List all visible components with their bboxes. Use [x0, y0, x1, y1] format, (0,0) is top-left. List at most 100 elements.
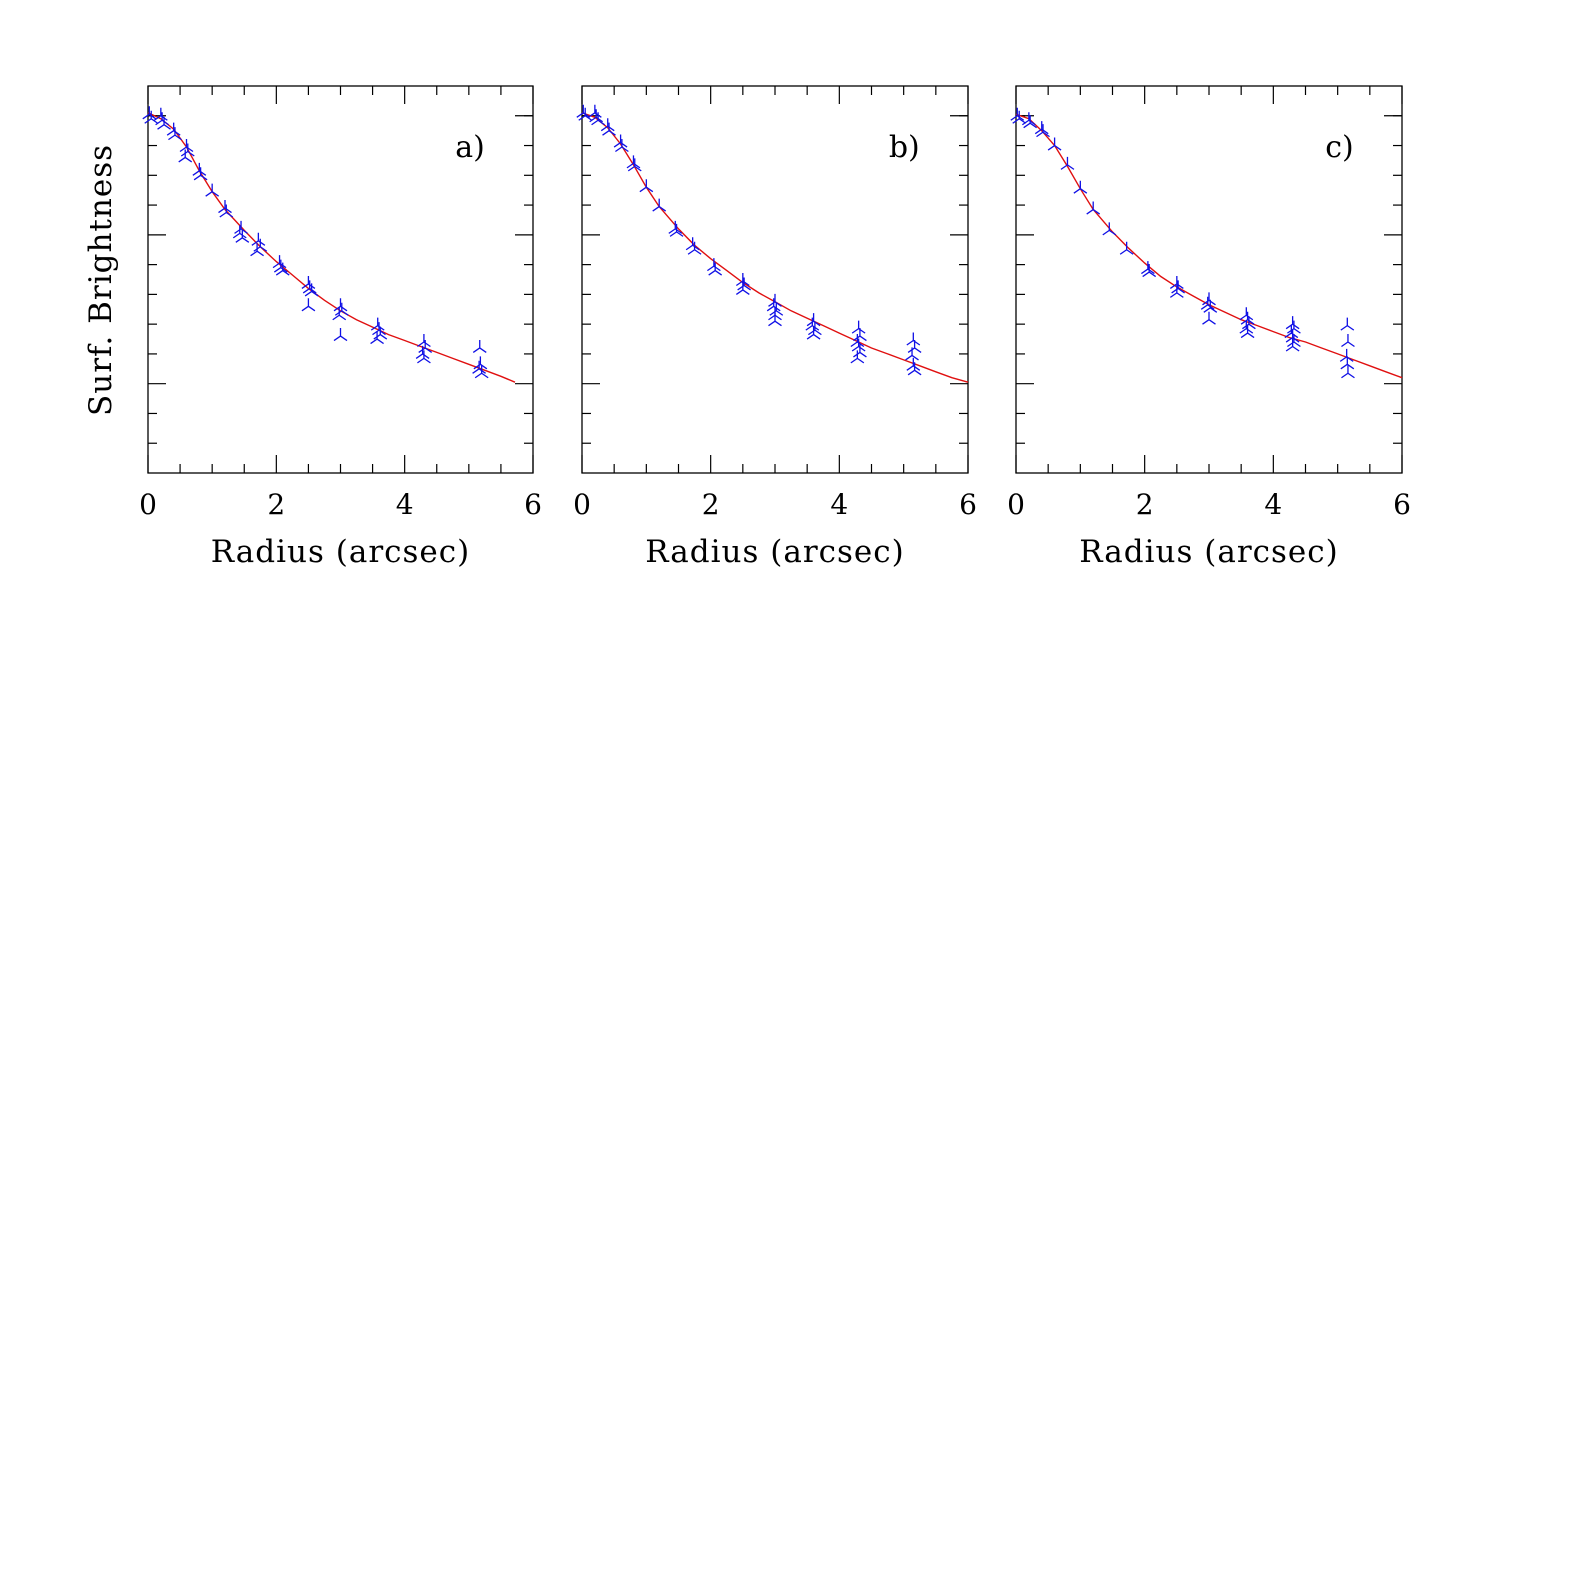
- data-point: [235, 229, 250, 243]
- data-point: [333, 298, 348, 312]
- data-point: [332, 307, 347, 321]
- data-point: [652, 198, 667, 212]
- data-point: [687, 241, 702, 255]
- data-point: [907, 339, 922, 354]
- data-points: [142, 106, 489, 379]
- data-point: [766, 298, 781, 312]
- x-tick-label: 4: [1264, 488, 1282, 521]
- data-point: [472, 339, 487, 354]
- data-point: [1242, 316, 1256, 330]
- data-point: [768, 313, 782, 327]
- data-point: [1047, 137, 1062, 151]
- data-point: [1341, 365, 1355, 379]
- data-point: [144, 110, 159, 124]
- ticks: [1015, 86, 1403, 473]
- data-point: [1203, 299, 1218, 313]
- x-tick-label: 2: [1136, 488, 1154, 521]
- data-point: [474, 365, 489, 379]
- data-point: [1102, 222, 1117, 236]
- data-point: [1010, 107, 1025, 121]
- data-point: [1285, 316, 1300, 330]
- data-point: [250, 243, 264, 257]
- data-point: [193, 167, 208, 181]
- data-point: [627, 158, 642, 172]
- ticks: [581, 86, 969, 473]
- data-point: [275, 262, 290, 276]
- data-point: [304, 283, 319, 297]
- data-point: [219, 204, 234, 218]
- data-point: [302, 280, 317, 294]
- x-tick-labels: 0 2 4 6: [1007, 488, 1411, 521]
- data-point: [1285, 338, 1300, 352]
- model-curve: [1015, 113, 1403, 379]
- data-point: [417, 334, 431, 348]
- data-point: [685, 237, 700, 251]
- data-point: [615, 139, 629, 153]
- data-point: [1287, 320, 1301, 334]
- x-tick-label: 4: [830, 488, 848, 521]
- x-tick-label: 2: [702, 488, 720, 521]
- data-point: [218, 200, 232, 214]
- data-point: [1200, 296, 1215, 310]
- data-point: [602, 122, 616, 136]
- data-point: [805, 317, 820, 331]
- data-point: [415, 345, 430, 359]
- data-point: [142, 106, 157, 120]
- data-point: [735, 281, 750, 295]
- x-tick-labels: 0 2 4 6: [573, 488, 977, 521]
- data-point: [1240, 325, 1255, 339]
- data-point: [806, 326, 821, 340]
- panel-b: 0 2 4 6 Radius (arcsec) b): [573, 85, 977, 570]
- data-point: [578, 107, 593, 121]
- data-point: [850, 334, 865, 348]
- data-point: [906, 332, 921, 346]
- data-point: [155, 112, 169, 126]
- data-point: [178, 149, 193, 163]
- data-point: [1169, 284, 1184, 298]
- x-axis-label: Radius (arcsec): [1079, 534, 1339, 570]
- data-point: [591, 112, 605, 126]
- data-point: [1202, 292, 1216, 306]
- x-tick-label: 2: [267, 488, 285, 521]
- data-point: [1340, 317, 1355, 331]
- data-point: [1023, 115, 1038, 129]
- data-point: [232, 225, 247, 239]
- x-tick-label: 0: [139, 488, 157, 521]
- data-point: [853, 328, 867, 342]
- x-tick-label: 0: [573, 488, 591, 521]
- data-point: [639, 179, 654, 193]
- data-point: [1086, 201, 1101, 215]
- x-axis-label: Radius (arcsec): [211, 534, 471, 570]
- data-point: [334, 302, 349, 316]
- data-point: [1119, 241, 1134, 255]
- data-point: [1340, 356, 1355, 370]
- data-point: [251, 232, 266, 246]
- data-points: [576, 104, 922, 376]
- data-point: [473, 356, 488, 370]
- data-point: [850, 350, 865, 364]
- x-tick-labels: 0 2 4 6: [139, 488, 542, 521]
- data-point: [1239, 307, 1254, 321]
- data-points: [1010, 107, 1355, 379]
- x-tick-label: 4: [396, 488, 414, 521]
- data-point: [669, 223, 684, 237]
- panel-label: b): [889, 130, 920, 165]
- data-point: [205, 183, 220, 197]
- panel-a: 0 2 4 6 Radius (arcsec) a): [139, 85, 542, 570]
- data-point: [301, 298, 316, 312]
- data-point: [1142, 264, 1157, 278]
- model-curve: [581, 112, 969, 383]
- data-point: [708, 262, 723, 276]
- data-point: [418, 339, 433, 354]
- ticks: [147, 86, 534, 473]
- data-point: [301, 275, 316, 289]
- data-point: [333, 328, 348, 342]
- data-point: [1036, 124, 1050, 138]
- y-axis-label: Surf. Brightness: [83, 144, 119, 416]
- data-point: [589, 109, 604, 123]
- data-point: [417, 350, 431, 364]
- panel-label: c): [1325, 130, 1354, 165]
- x-tick-label: 6: [524, 488, 542, 521]
- data-point: [1073, 180, 1088, 194]
